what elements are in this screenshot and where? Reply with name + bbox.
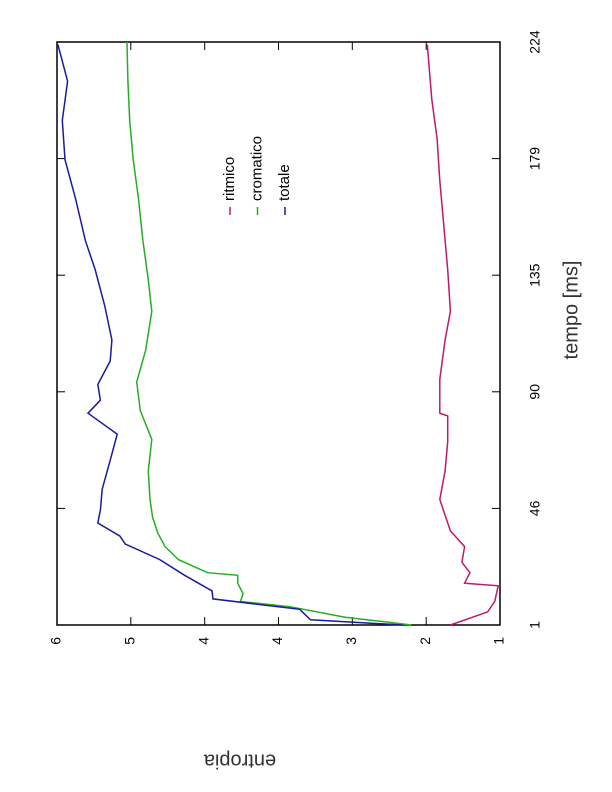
y-tick-label: 1 xyxy=(491,637,507,645)
y-tick-label: 3 xyxy=(343,637,359,645)
x-tick-label: 1 xyxy=(527,621,543,629)
y-tick-label: 2 xyxy=(417,637,433,645)
y-tick-label: 4 xyxy=(269,637,285,645)
plot-frame xyxy=(56,41,501,626)
legend-label: totale xyxy=(276,164,293,201)
x-tick-label: 90 xyxy=(527,384,543,400)
y-axis-title: entropia xyxy=(203,750,276,772)
y-tick-label: 6 xyxy=(48,637,64,645)
x-axis-title: tempo [ms] xyxy=(560,261,582,360)
x-tick-label: 179 xyxy=(527,147,543,171)
y-tick-label: 4 xyxy=(195,637,211,645)
x-tick-label: 224 xyxy=(527,30,543,54)
series-line xyxy=(126,41,412,626)
series-line xyxy=(426,44,500,626)
legend-label: ritmico xyxy=(221,157,238,201)
rotated-frame: tempo [ms] entropia 1 46 90 135 179 224 1 2 3 4 4 5… xyxy=(48,30,583,772)
series-line xyxy=(57,44,403,626)
y-tick-label: 5 xyxy=(122,637,138,645)
x-tick-label: 135 xyxy=(527,263,543,287)
x-tick-label: 46 xyxy=(527,500,543,516)
legend-label: cromatico xyxy=(248,136,265,201)
